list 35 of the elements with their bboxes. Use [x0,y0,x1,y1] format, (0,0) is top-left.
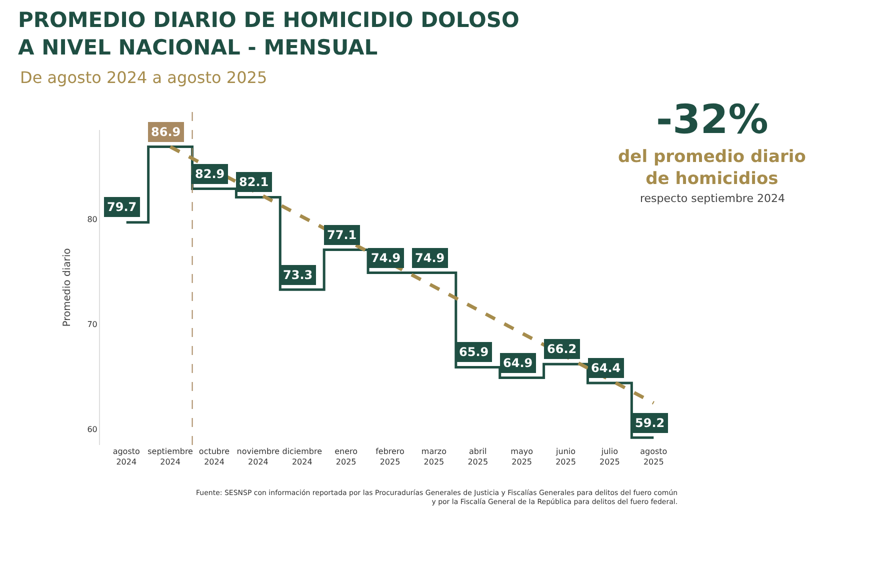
x-tick-label: abril 2025 [468,447,488,466]
x-tick-label: septiembre 2024 [148,447,194,466]
y-tick-label: 60 [87,425,98,434]
data-label: 64.9 [503,356,533,370]
data-label: 73.3 [283,268,313,282]
data-label: 74.9 [415,251,445,265]
x-tick-label: enero 2025 [334,447,358,466]
chart-subtitle: De agosto 2024 a agosto 2025 [20,68,268,87]
x-tick-label: julio 2025 [600,447,620,466]
data-label: 82.1 [239,175,269,189]
x-tick-label: octubre 2024 [198,447,230,466]
annotation: del promedio diario de homicidios [618,147,806,190]
y-tick-label: 80 [87,215,98,224]
data-label: 74.9 [371,251,401,265]
x-tick-label: noviembre 2024 [236,447,280,466]
chart-title: PROMEDIO DIARIO DE HOMICIDIO DOLOSO A NIVEL NACIONAL - MENSUAL [18,8,520,60]
x-tick-label: junio 2025 [555,447,576,466]
data-label: 86.9 [151,125,181,139]
data-label: 66.2 [547,342,577,356]
x-tick-label: agosto 2024 [112,447,140,466]
x-tick-label: marzo 2025 [421,447,447,466]
data-label: 64.4 [591,361,621,375]
x-tick-label: febrero 2025 [376,447,405,466]
y-tick-label: 70 [87,320,98,330]
x-tick-label: mayo 2025 [510,447,534,466]
data-label: 65.9 [459,345,489,359]
annotation: respecto septiembre 2024 [640,192,785,205]
data-label: 77.1 [327,228,357,242]
x-tick-label: agosto 2025 [640,447,668,466]
data-label: 59.2 [635,416,665,430]
annotation: -32% [656,97,768,143]
x-tick-label: diciembre 2024 [282,447,322,466]
data-label: 82.9 [195,167,225,181]
y-axis-title: Promedio diario [62,248,74,327]
data-label: 79.7 [107,200,137,214]
